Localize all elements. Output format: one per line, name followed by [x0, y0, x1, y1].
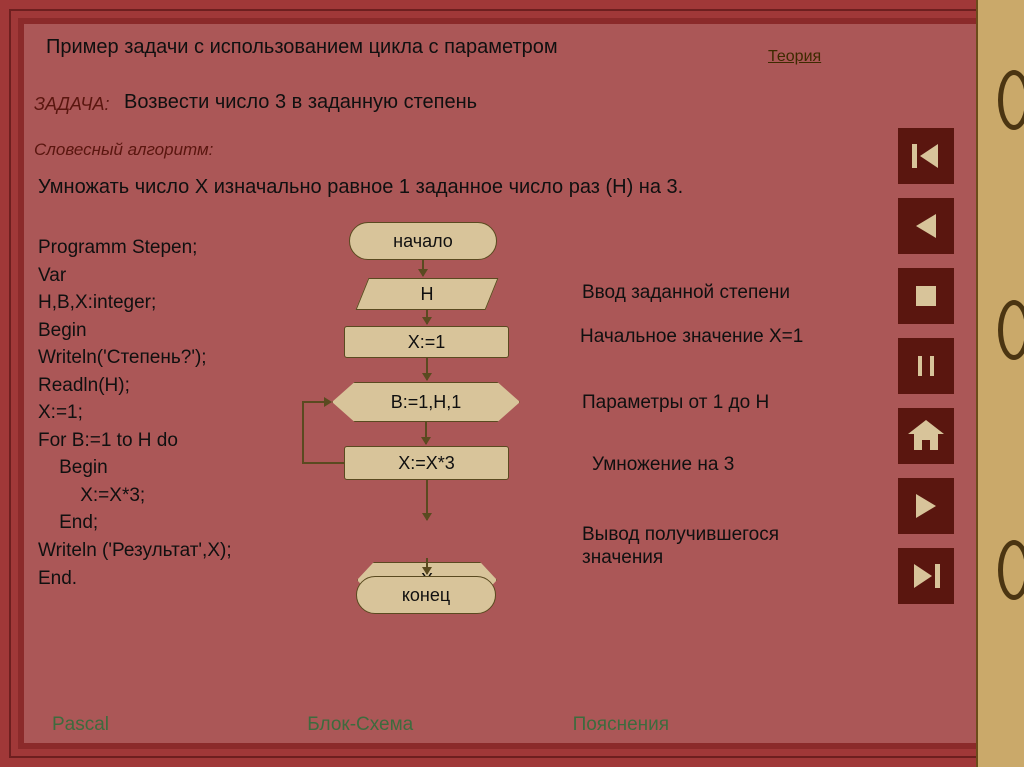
nav-next-button[interactable]: [898, 478, 954, 534]
first-icon: [908, 138, 944, 174]
nav-first-button[interactable]: [898, 128, 954, 184]
spine-ring: [998, 300, 1024, 360]
fc-backedge: [302, 402, 304, 463]
task-label: ЗАДАЧА:: [34, 94, 109, 115]
theory-link[interactable]: Теория: [768, 48, 821, 66]
slide-title: Пример задачи с использованием цикла с п…: [46, 36, 558, 59]
fc-arrow: [426, 310, 428, 324]
algo-label: Словесный алгоритм:: [34, 140, 213, 160]
fc-arrow: [426, 558, 428, 574]
prev-icon: [908, 208, 944, 244]
spine-ring: [998, 70, 1024, 130]
fc-node-x1: X:=1: [344, 326, 509, 358]
fc-arrow: [426, 480, 428, 520]
stop-icon: [908, 278, 944, 314]
nav-stop-button[interactable]: [898, 268, 954, 324]
fc-arrowhead: [324, 397, 332, 407]
fc-annotation-loop: Параметры от 1 до Н: [582, 392, 769, 415]
last-icon: [908, 558, 944, 594]
fc-arrow: [422, 260, 424, 276]
footer-row: Pascal Блок-Схема Пояснения: [52, 714, 812, 736]
nav-last-button[interactable]: [898, 548, 954, 604]
fc-node-loop: B:=1,H,1: [332, 382, 520, 422]
fc-annotation-out_x: Вывод получившегося значения: [582, 524, 779, 570]
footer-col-pascal: Pascal: [52, 714, 302, 736]
nav-home-button[interactable]: [898, 408, 954, 464]
nav-info-button[interactable]: [898, 338, 954, 394]
spine-ring: [998, 540, 1024, 600]
fc-arrow: [426, 358, 428, 380]
info-icon: [908, 348, 944, 384]
fc-node-start: начало: [349, 222, 497, 260]
task-text: Возвести число 3 в заданную степень: [124, 91, 477, 114]
fc-backedge: [302, 462, 344, 464]
fc-annotation-in_h: Ввод заданной степени: [582, 282, 790, 305]
spine-decoration: [976, 0, 1024, 767]
pascal-code: Programm Stepen; Var H,B,X:integer; Begi…: [38, 234, 232, 592]
fc-node-mult: X:=X*3: [344, 446, 509, 480]
fc-node-end: конец: [356, 576, 496, 614]
fc-arrow: [425, 422, 427, 444]
home-icon: [906, 418, 946, 454]
fc-annotation-x1: Начальное значение Х=1: [580, 326, 803, 349]
slide-inner: Пример задачи с использованием цикла с п…: [24, 24, 1000, 743]
nav-prev-button[interactable]: [898, 198, 954, 254]
algo-text: Умножать число Х изначально равное 1 зад…: [38, 176, 683, 199]
slide-frame: Пример задачи с использованием цикла с п…: [0, 0, 1024, 767]
footer-col-diagram: Блок-Схема: [307, 714, 567, 736]
fc-node-in_h: H: [362, 278, 492, 310]
fc-annotation-mult: Умножение на 3: [592, 454, 734, 477]
footer-col-notes: Пояснения: [573, 714, 669, 736]
next-icon: [908, 488, 944, 524]
